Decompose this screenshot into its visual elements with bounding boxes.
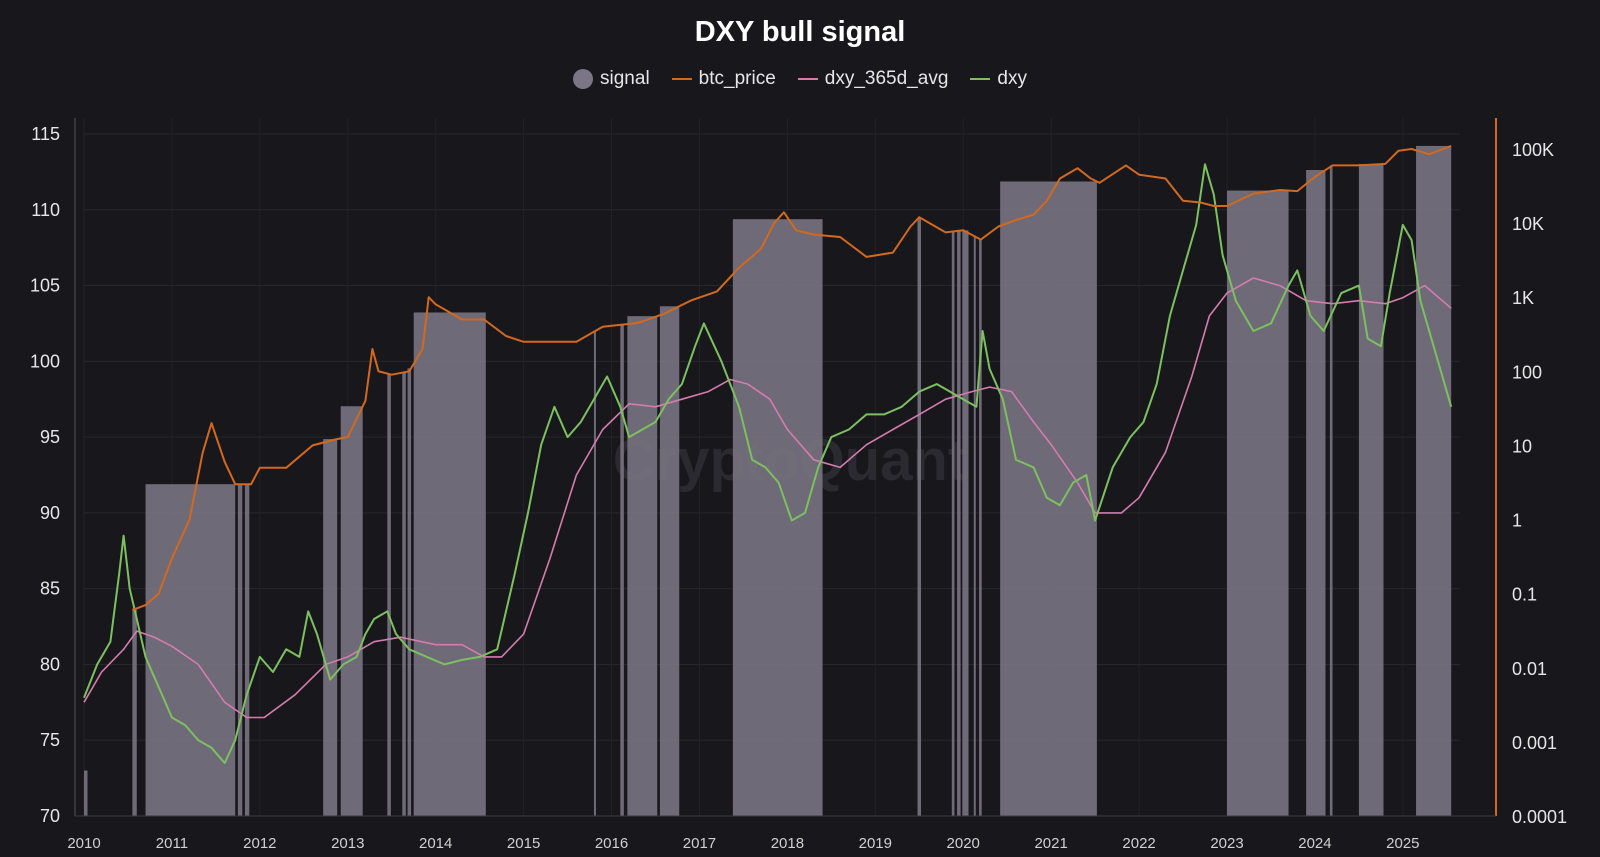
y-left-tick-label: 105 [30,276,60,296]
legend-btc-price-marker [671,78,692,80]
signal-bar [962,230,969,816]
signal-bar [237,484,243,816]
legend-btc-price-label: btc_price [698,68,776,89]
x-tick-label: 2015 [507,835,540,852]
series-line-dxy [83,163,1453,764]
signal-bar [620,324,624,816]
y-left-tick-label: 115 [31,124,60,144]
signal-bar [1358,163,1384,817]
x-tick-label: 2025 [1386,835,1419,852]
x-tick-label: 2020 [947,835,980,852]
y-right-tick-label: 0.01 [1512,659,1547,679]
x-tick-label: 2012 [243,835,276,852]
signal-bar [323,439,338,816]
legend-item-dxy-365d-avg[interactable]: dxy_365d_avg [797,68,949,90]
signal-bar [593,330,596,816]
signal-bar [917,217,922,816]
axes: 7075808590951001051101150.00010.0010.010… [30,118,1567,852]
legend-signal-label: signal [600,68,650,89]
signal-bar [84,770,88,816]
signal-bar [387,373,391,816]
signal-bar [659,306,680,816]
legend-item-btc-price[interactable]: btc_price [671,68,776,90]
x-tick-label: 2016 [595,835,628,852]
x-tick-label: 2017 [683,835,716,852]
x-tick-label: 2023 [1210,835,1243,852]
signal-bar [1227,190,1289,816]
y-left-tick-label: 75 [40,730,60,750]
y-left-tick-label: 110 [31,200,60,220]
legend-item-signal[interactable]: signal [573,68,650,90]
legend-dxy-label: dxy [997,68,1027,89]
x-tick-label: 2014 [419,835,452,852]
y-right-tick-label: 1K [1512,288,1534,308]
signal-bar [413,312,486,816]
y-left-tick-label: 70 [40,806,60,826]
signal-bar [957,230,961,817]
legend-signal-marker [573,69,594,89]
x-tick-label: 2013 [331,835,364,852]
y-right-tick-label: 100 [1512,362,1542,382]
signal-bar [732,219,823,816]
x-tick-label: 2011 [156,835,188,852]
y-right-tick-label: 1 [1512,511,1522,531]
signal-bar [132,608,137,816]
chart-title: DXY bull signal [694,16,906,48]
signal-bar [951,231,955,816]
legend-dxy-marker [970,78,991,80]
signal-bar [1416,145,1452,816]
y-right-tick-label: 0.0001 [1512,807,1567,827]
signal-bar [340,406,363,816]
y-left-tick-label: 90 [40,503,60,523]
legend-dxy-365d-avg-label: dxy_365d_avg [824,68,949,89]
y-left-tick-label: 95 [40,427,60,447]
signal-bar [1306,170,1326,816]
y-right-tick-label: 0.1 [1512,585,1537,605]
x-tick-label: 2024 [1298,835,1331,852]
y-right-tick-label: 10 [1512,436,1532,456]
x-tick-label: 2010 [67,835,100,852]
signal-bar [244,484,250,816]
y-right-tick-label: 10K [1512,214,1544,234]
signal-bar [973,235,976,817]
y-right-tick-label: 100K [1512,140,1554,160]
x-tick-label: 2018 [771,835,804,852]
x-tick-label: 2021 [1034,835,1067,852]
x-tick-label: 2022 [1122,835,1155,852]
x-tick-label: 2019 [859,835,892,852]
legend: signal btc_price dxy_365d_avg dxy [0,68,1600,90]
y-left-tick-label: 80 [40,654,60,674]
y-left-tick-label: 100 [30,351,60,371]
signal-bar [1329,165,1333,816]
y-left-tick-label: 85 [40,579,60,599]
signal-bar [627,316,658,816]
series-line-dxy-365d-avg [83,277,1452,719]
series-line-btc-price [132,144,1452,612]
signal-bar [145,484,236,816]
legend-dxy-365d-avg-marker [797,78,818,80]
signal-bars [84,145,1452,817]
legend-item-dxy[interactable]: dxy [970,68,1027,90]
y-right-tick-label: 0.001 [1512,733,1557,753]
series-lines [83,144,1453,764]
signal-bar [402,372,406,816]
signal-bar [407,368,412,816]
signal-bar [979,238,982,816]
